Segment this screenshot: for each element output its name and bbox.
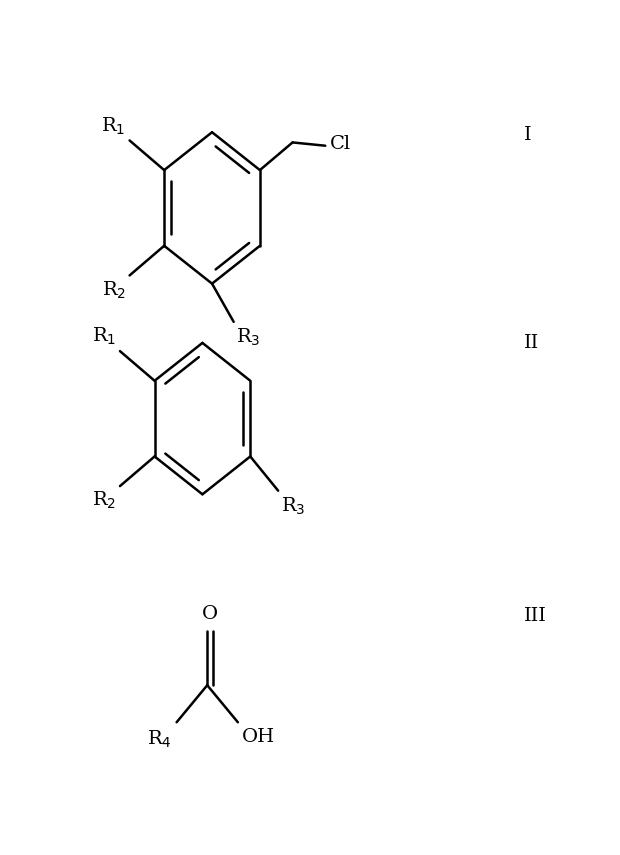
Text: II: II (525, 334, 539, 352)
Text: Cl: Cl (330, 135, 351, 153)
Text: OH: OH (242, 728, 275, 746)
Text: R$_2$: R$_2$ (92, 490, 116, 511)
Text: R$_3$: R$_3$ (281, 496, 305, 517)
Text: R$_2$: R$_2$ (102, 280, 126, 301)
Text: R$_1$: R$_1$ (92, 326, 116, 347)
Text: R$_4$: R$_4$ (147, 728, 172, 750)
Text: III: III (525, 607, 547, 625)
Text: I: I (525, 126, 532, 144)
Text: O: O (202, 605, 218, 623)
Text: R$_3$: R$_3$ (236, 327, 260, 348)
Text: R$_1$: R$_1$ (102, 115, 126, 137)
